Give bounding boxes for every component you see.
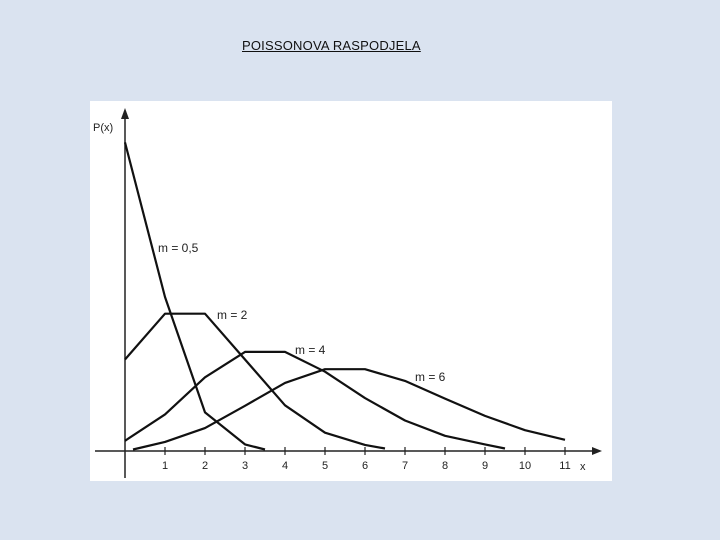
slide-title: POISSONOVA RASPODJELA [242,38,421,53]
series-label: m = 0,5 [158,241,199,255]
x-tick-label: 11 [559,460,570,472]
y-axis-label: P(x) [93,122,113,134]
series-label: m = 4 [295,343,326,357]
x-tick-label: 8 [442,460,448,472]
x-tick-label: 3 [242,460,248,472]
series-line [123,142,266,451]
y-axis-arrow [121,108,129,119]
x-tick-label: 9 [482,460,488,472]
series-line [132,368,566,451]
series-line [124,350,506,450]
poisson-chart: P(x)x 1 2 3 4 5 6 7 8 9 10 11 m = 0,5m = 2m = 4m =… [93,108,602,478]
x-ticks: 1 2 3 4 5 6 7 8 9 10 11 [162,447,571,472]
x-axis-label: x [580,461,586,473]
series-label: m = 2 [217,308,248,322]
x-tick-label: 6 [362,460,368,472]
x-tick-label: 10 [519,460,531,472]
x-tick-label: 7 [402,460,408,472]
x-tick-label: 5 [322,460,328,472]
series-line [124,312,386,450]
series-labels: m = 0,5 m = 2 m = 4 m = 6 [158,241,446,384]
x-tick-label: 2 [202,460,208,472]
x-axis-arrow [592,447,602,455]
series-label: m = 6 [415,370,446,384]
x-tick-label: 4 [282,460,288,472]
series-lines [123,142,566,451]
x-tick-label: 1 [162,460,168,472]
axes: P(x) x [93,108,602,478]
